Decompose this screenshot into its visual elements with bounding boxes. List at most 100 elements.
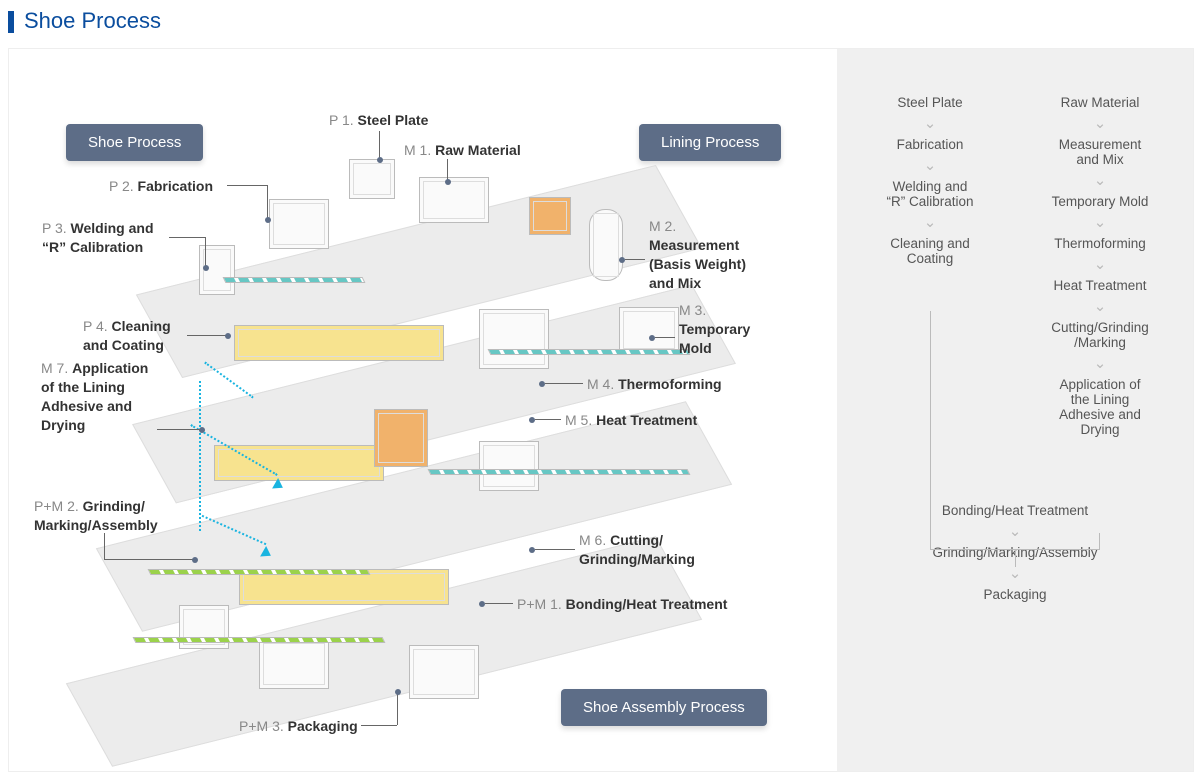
step-m1: M 1. Raw Material xyxy=(404,141,521,160)
chevron-down-icon: ⌄ xyxy=(860,158,1000,173)
flow-node: Measurement and Mix xyxy=(1030,137,1170,167)
leader-dot-icon xyxy=(539,381,545,387)
leader-dot-icon xyxy=(199,427,205,433)
leader-line xyxy=(104,559,194,560)
leader-dot-icon xyxy=(265,217,271,223)
leader-line xyxy=(379,131,380,159)
connector-line xyxy=(1099,533,1100,549)
badge-lining-process: Lining Process xyxy=(639,124,781,161)
leader-line xyxy=(625,259,645,260)
conveyor-icon xyxy=(148,569,371,575)
conveyor-icon xyxy=(223,277,366,283)
flow-arrow-icon xyxy=(199,381,201,531)
step-m2: M 2. Measurement (Basis Weight) and Mix xyxy=(649,217,746,293)
step-m3: M 3. Temporary Mold xyxy=(679,301,750,358)
leader-line xyxy=(187,335,227,336)
step-pm2: P+M 2. Grinding/ Marking/Assembly xyxy=(34,497,158,535)
flow-col-right: Raw Material ⌄ Measurement and Mix ⌄ Tem… xyxy=(1030,89,1170,443)
leader-line xyxy=(169,237,205,238)
flow-node: Cutting/Grinding /Marking xyxy=(1030,320,1170,350)
flow-node: Heat Treatment xyxy=(1030,278,1170,293)
leader-dot-icon xyxy=(203,265,209,271)
step-p3: P 3. Welding and “R” Calibration xyxy=(42,219,154,257)
leader-line xyxy=(447,159,448,181)
flow-node: Temporary Mold xyxy=(1030,194,1170,209)
leader-dot-icon xyxy=(192,557,198,563)
leader-line xyxy=(485,603,513,604)
page-title: Shoe Process xyxy=(0,0,1202,48)
machine-icon xyxy=(419,177,489,223)
leader-line xyxy=(157,429,201,430)
flow-node: Thermoforming xyxy=(1030,236,1170,251)
chevron-down-icon: ⌄ xyxy=(855,524,1175,539)
step-m5: M 5. Heat Treatment xyxy=(565,411,697,430)
flow-node: Raw Material xyxy=(1030,95,1170,110)
leader-line xyxy=(205,237,206,267)
leader-line xyxy=(535,549,575,550)
chevron-down-icon: ⌄ xyxy=(1030,173,1170,188)
leader-dot-icon xyxy=(529,547,535,553)
chevron-down-icon: ⌄ xyxy=(860,116,1000,131)
flow-node: Fabrication xyxy=(860,137,1000,152)
leader-dot-icon xyxy=(395,689,401,695)
chevron-down-icon: ⌄ xyxy=(1030,299,1170,314)
chevron-down-icon: ⌄ xyxy=(1030,257,1170,272)
machine-icon xyxy=(374,409,428,467)
process-diagram: Shoe Process Lining Process Shoe Assembl… xyxy=(9,49,837,771)
leader-dot-icon xyxy=(225,333,231,339)
machine-icon xyxy=(349,159,395,199)
leader-line xyxy=(227,185,267,186)
conveyor-icon xyxy=(133,637,386,643)
boxes-icon xyxy=(409,645,479,699)
step-p4: P 4. Cleaning and Coating xyxy=(83,317,171,355)
machine-icon xyxy=(234,325,444,361)
flow-node: Application of the Lining Adhesive and D… xyxy=(1030,377,1170,437)
step-p1: P 1. Steel Plate xyxy=(329,111,428,130)
step-p2: P 2. Fabrication xyxy=(109,177,213,196)
leader-line xyxy=(361,725,397,726)
leader-dot-icon xyxy=(529,417,535,423)
step-m6: M 6. Cutting/ Grinding/Marking xyxy=(579,531,695,569)
flow-node: Cleaning and Coating xyxy=(860,236,1000,266)
chevron-down-icon: ⌄ xyxy=(860,215,1000,230)
silo-icon xyxy=(589,209,623,281)
step-pm3: P+M 3. Packaging xyxy=(239,717,358,736)
leader-line xyxy=(267,185,268,219)
chevron-down-icon: ⌄ xyxy=(1030,116,1170,131)
badge-assembly-process: Shoe Assembly Process xyxy=(561,689,767,726)
step-m7: M 7. Application of the Lining Adhesive … xyxy=(41,359,148,435)
leader-line xyxy=(535,419,561,420)
machine-icon xyxy=(479,441,539,491)
flow-arrow-icon xyxy=(204,362,254,399)
machine-icon xyxy=(269,199,329,249)
machine-icon xyxy=(479,309,549,369)
flow-node: Welding and “R” Calibration xyxy=(860,179,1000,209)
connector-line xyxy=(1015,549,1016,567)
badge-shoe-process: Shoe Process xyxy=(66,124,203,161)
machine-icon xyxy=(259,639,329,689)
sidebar-flowchart: Steel Plate ⌄ Fabrication ⌄ Welding and … xyxy=(837,49,1193,771)
machine-icon xyxy=(214,445,384,481)
connector-line xyxy=(930,311,931,549)
conveyor-icon xyxy=(428,469,691,475)
leader-dot-icon xyxy=(619,257,625,263)
conveyor-icon xyxy=(488,349,691,355)
leader-dot-icon xyxy=(445,179,451,185)
chevron-down-icon: ⌄ xyxy=(1030,215,1170,230)
leader-line xyxy=(655,337,675,338)
leader-line xyxy=(104,533,105,559)
flow-node: Bonding/Heat Treatment xyxy=(855,503,1175,518)
flow-node: Steel Plate xyxy=(860,95,1000,110)
chevron-down-icon: ⌄ xyxy=(855,566,1175,581)
flow-node: Packaging xyxy=(855,587,1175,602)
content-wrap: Shoe Process Lining Process Shoe Assembl… xyxy=(8,48,1194,772)
leader-line xyxy=(545,383,583,384)
leader-dot-icon xyxy=(479,601,485,607)
step-pm1: P+M 1. Bonding/Heat Treatment xyxy=(517,595,727,614)
step-m4: M 4. Thermoforming xyxy=(587,375,722,394)
leader-dot-icon xyxy=(377,157,383,163)
leader-dot-icon xyxy=(649,335,655,341)
machine-icon xyxy=(619,307,679,353)
leader-line xyxy=(397,693,398,725)
chevron-down-icon: ⌄ xyxy=(1030,356,1170,371)
